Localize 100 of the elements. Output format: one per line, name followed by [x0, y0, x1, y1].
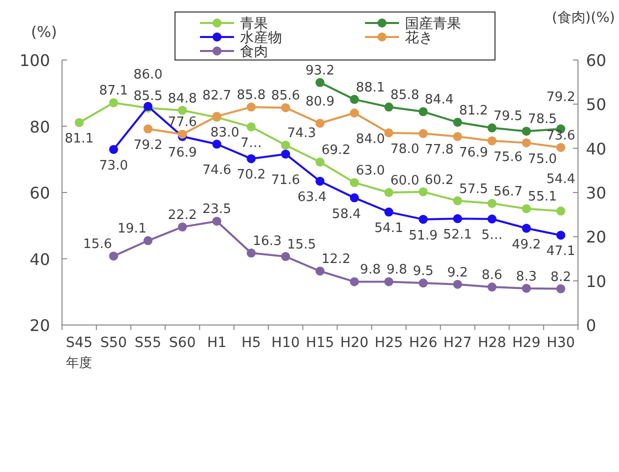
y2-tick-label: 30	[586, 184, 606, 202]
data-label: 15.5	[287, 238, 316, 253]
x-tick-label: S60	[169, 335, 196, 351]
point	[418, 107, 428, 116]
x-tick-label: H20	[340, 335, 369, 351]
data-label: 81.2	[459, 103, 488, 118]
y2-tick-label: 40	[586, 139, 606, 158]
point	[178, 106, 187, 115]
legend-label: 水産物	[240, 30, 282, 46]
data-label: 73.0	[99, 158, 128, 174]
data-label: 74.6	[202, 163, 232, 178]
x-tick-label: H25	[374, 335, 403, 351]
x-tick-label: S45	[66, 335, 93, 351]
y-tick-label: 40	[30, 250, 50, 269]
point	[212, 140, 222, 149]
data-label: 85.8	[236, 88, 266, 104]
data-label: 5…	[481, 228, 503, 243]
data-label: 93.2	[306, 64, 334, 79]
data-label: 8.2	[550, 270, 572, 285]
point	[212, 216, 222, 226]
point	[246, 102, 256, 112]
data-label: 81.1	[64, 132, 94, 147]
point	[144, 236, 152, 246]
x-tick-label: H28	[478, 335, 506, 351]
point	[488, 136, 496, 146]
x-tick-label: S55	[134, 335, 162, 351]
data-label: 9.8	[386, 262, 408, 278]
x-tick-label: H15	[306, 335, 334, 351]
x-axis-title: 年度	[66, 355, 92, 371]
point	[556, 230, 566, 240]
data-label: 60.0	[390, 174, 420, 188]
point	[109, 144, 118, 154]
data-label: 47.1	[546, 244, 576, 260]
point	[350, 108, 359, 118]
data-label: 71.6	[271, 173, 300, 188]
x-tick-label: H29	[512, 335, 541, 351]
point	[453, 132, 462, 142]
point	[246, 248, 256, 258]
data-label: 51.9	[408, 228, 438, 244]
data-label: 63.0	[356, 164, 385, 179]
point	[488, 123, 496, 132]
point	[281, 140, 290, 150]
data-label: 82.7	[202, 88, 232, 104]
point	[522, 284, 531, 293]
x-tick-label: H5	[241, 335, 261, 351]
data-label: 19.1	[118, 222, 146, 237]
point	[418, 187, 428, 196]
point	[144, 124, 152, 134]
data-label: 22.2	[168, 208, 197, 223]
y2-tick-label: 20	[586, 228, 606, 247]
data-label: 84.8	[168, 91, 197, 106]
point	[316, 78, 324, 88]
point	[488, 198, 496, 208]
legend-label: 花き	[405, 30, 433, 46]
point	[556, 206, 566, 216]
point	[178, 222, 187, 232]
data-label: 12.2	[322, 252, 350, 268]
y2-tick-label: 10	[586, 272, 606, 291]
data-label: 87.1	[99, 84, 128, 99]
point	[350, 178, 359, 188]
y-tick-label: 20	[30, 316, 50, 335]
data-label: 60.2	[424, 172, 454, 188]
data-label: 54.4	[546, 172, 576, 188]
point	[556, 284, 566, 294]
x-tick-label: S50	[100, 335, 127, 351]
point	[178, 130, 187, 139]
data-label: 58.4	[332, 206, 361, 222]
data-label: 79.2	[134, 138, 162, 153]
y-axis-title: (%)	[31, 23, 57, 41]
point	[384, 102, 394, 112]
point	[522, 138, 531, 148]
data-label: 23.5	[202, 202, 232, 218]
y2-tick-label: 0	[586, 316, 596, 335]
data-label: 77.8	[424, 142, 454, 158]
legend-label: 食肉	[240, 44, 268, 60]
data-label: 49.2	[512, 237, 541, 252]
data-label: 55.1	[528, 190, 557, 205]
x-tick-label: H10	[271, 335, 300, 351]
y-tick-label: 60	[30, 184, 50, 202]
point	[246, 122, 256, 132]
data-label: 78.5	[528, 112, 557, 128]
data-label: 85.5	[134, 89, 162, 104]
point	[522, 224, 531, 233]
point	[522, 126, 531, 136]
point	[350, 277, 359, 286]
y2-tick-label: 50	[586, 95, 606, 114]
point	[418, 214, 428, 224]
y2-axis-title: (食肉)(%)	[552, 10, 615, 26]
point	[453, 214, 462, 224]
point	[316, 118, 324, 128]
point	[316, 266, 324, 276]
data-label: 8.3	[516, 269, 537, 284]
point	[556, 142, 566, 152]
point	[109, 98, 118, 108]
data-label: 79.2	[546, 90, 576, 105]
point	[246, 154, 256, 164]
data-label: 85.8	[390, 88, 420, 104]
x-tick-label: H30	[546, 335, 575, 351]
point	[109, 252, 118, 261]
y-tick-label: 80	[30, 117, 50, 136]
